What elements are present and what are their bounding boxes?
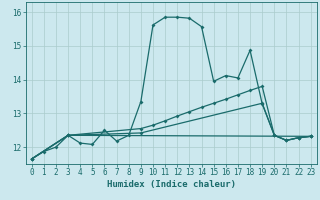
X-axis label: Humidex (Indice chaleur): Humidex (Indice chaleur) — [107, 180, 236, 189]
